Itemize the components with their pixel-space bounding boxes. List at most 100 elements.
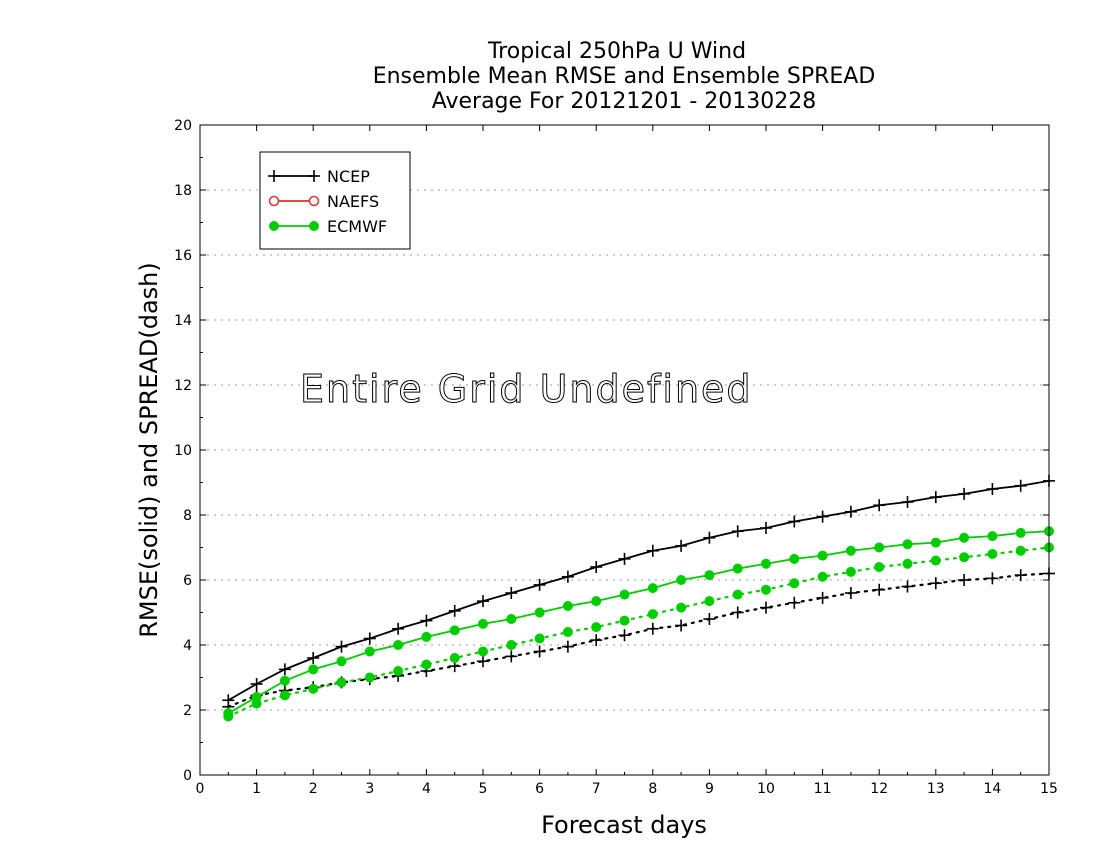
data-point-ncep-spread [590,634,603,647]
data-point-ncep-rmse [533,578,546,591]
data-point-ecmwf-spread [874,562,885,572]
data-point-ncep-spread [958,574,971,586]
data-point-ecmwf-rmse [449,625,460,636]
chart-title: Tropical 250hPa U Wind Ensemble Mean RMS… [373,39,876,114]
data-point-ncep-rmse [703,531,716,544]
data-point-ecmwf-rmse [930,537,941,548]
data-point-ecmwf-rmse [874,542,885,553]
data-point-ncep-spread [816,591,829,604]
data-point-ncep-rmse [958,487,971,500]
legend-marker [309,221,319,231]
data-point-ecmwf-spread [676,602,687,613]
x-tick-label: 12 [870,781,888,797]
data-point-ncep-rmse [986,483,999,495]
data-point-ecmwf-spread [647,609,658,620]
y-tick-label: 6 [183,573,192,589]
data-point-ncep-spread [675,619,688,632]
data-point-ecmwf-spread [817,571,828,582]
data-point-ecmwf-spread [902,558,913,569]
data-point-ncep-spread [533,645,546,658]
data-point-ecmwf-spread [421,659,432,670]
x-axis-label: Forecast days [541,811,707,839]
data-point-ncep-rmse [844,505,857,518]
data-point-ncep-rmse [590,561,603,573]
data-point-ncep-spread [873,583,886,596]
data-point-ecmwf-spread [534,633,545,644]
data-point-ecmwf-spread [478,646,488,657]
legend: NCEP NAEFS ECMWF [259,151,411,250]
series-ncep-spread [222,567,1055,713]
data-point-ecmwf-spread [449,653,460,663]
data-point-ncep-rmse [929,491,942,504]
data-point-ncep-rmse [1014,479,1027,492]
data-point-ecmwf-spread [279,690,290,701]
data-point-ecmwf-rmse [845,545,856,556]
y-tick-label: 16 [174,248,192,264]
x-tick-label: 14 [983,781,1001,797]
data-point-ncep-spread [1014,569,1027,582]
data-point-ncep-spread [788,596,801,609]
data-point-ecmwf-rmse [562,601,573,611]
data-point-ncep-spread [618,629,631,642]
data-point-ecmwf-rmse [761,558,771,569]
data-point-ncep-spread [703,613,716,625]
data-point-ncep-spread [986,572,999,585]
legend-marker [308,195,320,207]
y-tick-label: 2 [183,703,192,719]
data-point-ncep-spread [760,601,772,614]
x-tick-label: 2 [309,781,318,797]
data-point-ecmwf-rmse [704,570,715,581]
series-ecmwf-spread [223,542,1054,722]
data-point-ecmwf-rmse [279,675,290,686]
legend-label: NCEP [327,167,370,186]
data-point-ncep-spread [731,606,744,619]
data-point-ecmwf-rmse [308,664,319,675]
data-point-ncep-rmse [873,499,886,512]
data-point-ecmwf-spread [591,622,602,633]
data-point-ncep-spread [929,577,942,590]
data-point-ecmwf-spread [789,578,800,589]
data-point-ecmwf-rmse [987,531,998,542]
y-tick-label: 12 [174,378,192,394]
data-point-ecmwf-rmse [817,550,828,561]
data-point-ecmwf-rmse [647,583,658,594]
data-point-ncep-rmse [731,525,744,538]
x-tick-label: 5 [479,781,488,797]
series-line-ncep-rmse [227,479,1050,702]
title-line-3: Average For 20121201 - 20130228 [432,89,817,114]
data-point-ncep-spread [505,650,518,663]
y-tick-label: 14 [174,313,192,329]
data-point-ncep-rmse [278,663,291,676]
y-tick-label: 18 [174,183,192,199]
data-point-ncep-rmse [477,595,489,608]
data-point-ncep-rmse [307,652,320,664]
x-tick-label: 9 [705,781,714,797]
legend-entry-naefs: NAEFS [268,192,379,211]
data-point-ncep-rmse [335,640,348,653]
data-point-ecmwf-rmse [478,618,488,629]
legend-marker [269,221,279,231]
data-point-ecmwf-spread [761,584,771,595]
x-tick-label: 15 [1040,781,1058,797]
legend-label: NAEFS [327,192,379,211]
x-tick-label: 6 [535,781,544,797]
data-point-ecmwf-spread [704,596,715,607]
legend-marker [308,170,320,182]
series-line-ecmwf-rmse [227,530,1050,715]
data-point-ecmwf-rmse [676,575,687,585]
data-point-ecmwf-rmse [1015,527,1026,538]
data-point-ecmwf-spread [1015,545,1026,556]
x-tick-label: 7 [592,781,601,797]
data-point-ecmwf-spread [364,672,375,683]
x-tick-label: 3 [365,781,374,797]
legend-label: ECMWF [327,217,387,236]
data-point-ecmwf-spread [562,627,573,637]
data-point-ncep-rmse [901,496,914,508]
x-tick-label: 10 [757,781,775,797]
data-point-ecmwf-rmse [959,532,970,543]
series-ncep-rmse [222,474,1055,707]
data-point-ecmwf-spread [930,555,941,566]
y-tick-label: 20 [174,118,192,134]
